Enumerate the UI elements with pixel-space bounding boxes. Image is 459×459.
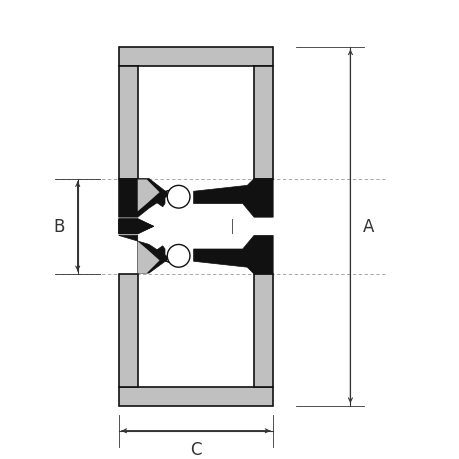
Circle shape <box>167 186 190 209</box>
FancyBboxPatch shape <box>253 67 273 179</box>
Polygon shape <box>193 179 273 218</box>
Polygon shape <box>118 220 153 235</box>
Polygon shape <box>137 221 151 233</box>
FancyBboxPatch shape <box>253 274 273 387</box>
Polygon shape <box>153 190 169 207</box>
FancyBboxPatch shape <box>118 48 273 67</box>
Polygon shape <box>137 180 159 212</box>
Polygon shape <box>193 236 273 274</box>
Polygon shape <box>153 246 169 263</box>
Text: A: A <box>362 218 374 236</box>
Polygon shape <box>137 242 159 274</box>
Text: B: B <box>54 218 65 236</box>
Polygon shape <box>118 179 169 218</box>
Polygon shape <box>118 236 169 274</box>
FancyBboxPatch shape <box>118 274 137 387</box>
Circle shape <box>167 245 190 268</box>
FancyBboxPatch shape <box>118 387 273 406</box>
FancyBboxPatch shape <box>118 67 137 179</box>
Polygon shape <box>118 219 153 234</box>
Text: C: C <box>190 440 201 458</box>
